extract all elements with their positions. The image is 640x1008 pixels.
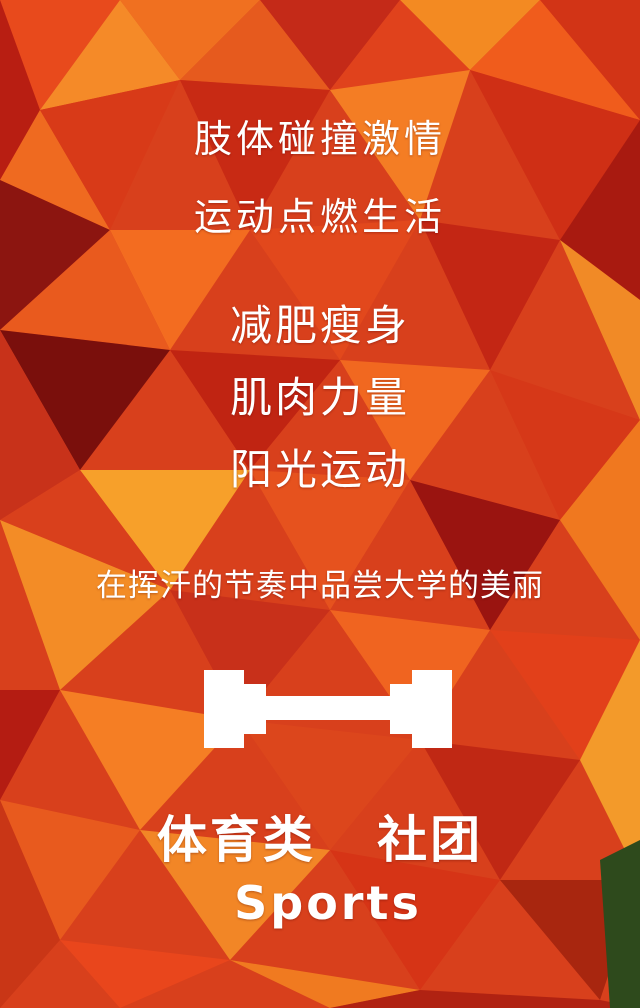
slogan-line-2: 运动点燃生活	[193, 195, 446, 239]
slogan-line-1: 肢体碰撞激情	[193, 117, 446, 161]
benefit-2: 肌肉力量	[229, 373, 410, 422]
club-type: 社团	[377, 811, 484, 869]
club-title: 体育类 社团	[0, 800, 640, 872]
dumbbell-icon	[204, 670, 452, 748]
benefit-1: 减肥瘦身	[229, 301, 410, 350]
tagline: 在挥汗的节奏中品尝大学的美丽	[96, 568, 544, 604]
benefit-3: 阳光运动	[229, 445, 410, 494]
club-category: 体育类	[156, 811, 316, 869]
club-english-name: Sports	[234, 876, 422, 930]
